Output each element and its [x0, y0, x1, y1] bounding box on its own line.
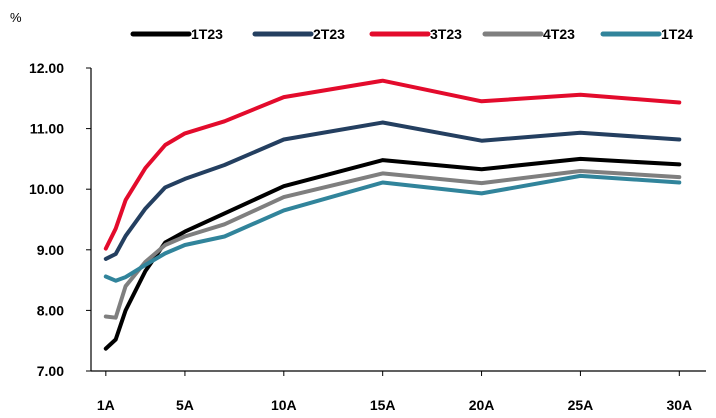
x-tick-label: 25A — [568, 397, 594, 413]
x-tick-label: 30A — [666, 397, 692, 413]
y-tick-label: 12.00 — [29, 60, 64, 76]
legend-label: 3T23 — [430, 26, 462, 42]
legend-item-2t23: 2T23 — [252, 26, 345, 42]
series-line-2t23 — [103, 120, 682, 261]
legend-label: 2T23 — [313, 26, 345, 42]
legend: 1T23 2T23 3T23 4T23 1T24 — [130, 26, 693, 42]
series-line-3t23 — [103, 78, 682, 251]
x-tick-label: 5A — [176, 397, 194, 413]
y-axis-ticks: 7.00 8.00 9.00 10.00 11.00 12.00 — [29, 60, 91, 379]
y-tick-label: 10.00 — [29, 181, 64, 197]
x-tick-label: 1A — [97, 397, 115, 413]
y-tick-label: 8.00 — [37, 302, 64, 318]
legend-item-4t23: 4T23 — [482, 26, 575, 42]
y-unit-label: % — [10, 10, 22, 25]
y-tick-label: 11.00 — [30, 121, 64, 137]
legend-label: 4T23 — [543, 26, 575, 42]
x-tick-label: 10A — [271, 397, 297, 413]
y-tick-label: 9.00 — [37, 242, 64, 258]
legend-label: 1T23 — [191, 26, 223, 42]
legend-item-1t23: 1T23 — [130, 26, 223, 42]
series-line-4t23 — [103, 169, 682, 320]
x-tick-label: 20A — [469, 397, 495, 413]
series-lines — [103, 78, 682, 351]
series-line-1t24 — [103, 173, 682, 283]
y-tick-label: 7.00 — [37, 363, 64, 379]
legend-item-1t24: 1T24 — [600, 26, 693, 42]
series-line-1t23 — [103, 156, 682, 351]
axes — [90, 68, 706, 372]
legend-label: 1T24 — [661, 26, 693, 42]
legend-item-3t23: 3T23 — [369, 26, 462, 42]
x-tick-label: 15A — [370, 397, 396, 413]
x-axis-ticks: 1A 5A 10A 15A 20A 25A 30A — [97, 371, 692, 413]
